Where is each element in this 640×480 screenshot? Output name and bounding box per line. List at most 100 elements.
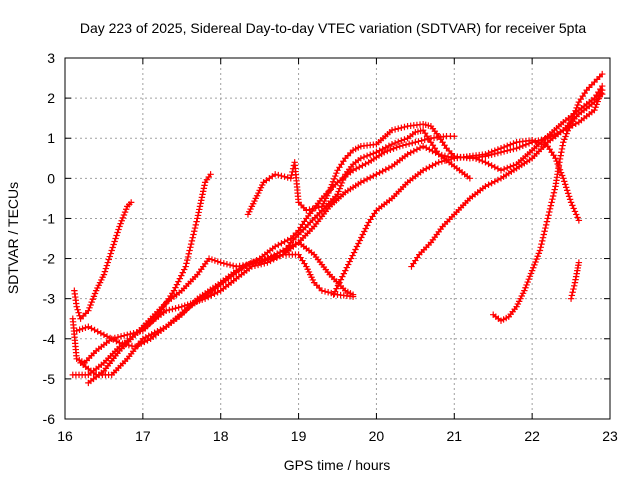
data-point [187, 240, 195, 248]
data-point [488, 148, 495, 156]
series-line [492, 73, 603, 322]
data-point [565, 193, 573, 200]
data-point [560, 175, 567, 182]
data-point [488, 179, 495, 187]
data-point [571, 208, 579, 215]
x-tick-label: 18 [213, 428, 229, 444]
data-point [116, 223, 123, 230]
data-point [119, 214, 127, 222]
data-point [333, 285, 340, 292]
data-point [109, 244, 116, 251]
data-point [568, 116, 576, 123]
data-point [362, 160, 369, 168]
data-point [122, 206, 130, 213]
data-point [349, 252, 356, 259]
data-point [328, 181, 336, 188]
data-point [74, 306, 81, 313]
data-point [426, 163, 433, 171]
data-point [444, 156, 452, 164]
series-group [69, 70, 606, 387]
data-point [494, 165, 502, 172]
data-point [362, 225, 369, 232]
data-point [103, 262, 111, 269]
data-point [407, 149, 414, 156]
data-point [309, 205, 316, 213]
data-point [510, 145, 517, 153]
data-point [472, 155, 480, 162]
data-point [91, 290, 99, 297]
data-point [510, 140, 517, 147]
data-point [111, 238, 118, 245]
data-point [485, 160, 492, 168]
data-point [363, 175, 371, 183]
data-point [208, 256, 216, 263]
y-tick-label: 2 [47, 90, 55, 106]
data-point [558, 172, 566, 179]
data-point [564, 190, 572, 197]
data-point [191, 228, 198, 235]
data-point [570, 205, 577, 212]
data-point [566, 196, 574, 203]
data-point [334, 191, 341, 198]
data-point [538, 240, 545, 248]
data-point [548, 199, 555, 206]
data-point [275, 171, 282, 179]
data-point [315, 204, 323, 211]
data-point [102, 265, 110, 272]
data-point [558, 149, 565, 156]
data-point [547, 202, 555, 209]
data-point [332, 172, 339, 180]
data-point [523, 281, 530, 289]
data-point [73, 303, 80, 310]
data-point [429, 162, 436, 169]
data-point [567, 118, 575, 126]
data-point [416, 144, 424, 152]
data-point [193, 218, 200, 225]
data-point [553, 157, 560, 165]
data-point [599, 82, 606, 90]
series-track-2 [69, 171, 214, 367]
data-point [124, 331, 131, 338]
series-track-12 [567, 259, 583, 302]
data-point [358, 234, 365, 241]
data-point [101, 268, 109, 275]
data-point [570, 282, 578, 290]
plot-frame [64, 57, 611, 420]
series-track-1 [71, 199, 135, 322]
data-point [522, 284, 529, 291]
data-point [363, 222, 371, 229]
chart-title: Day 223 of 2025, Sidereal Day-to-day VTE… [80, 20, 587, 36]
series-track-6 [85, 143, 474, 387]
data-point [560, 139, 567, 146]
data-point [184, 253, 192, 261]
y-tick-label: 1 [47, 130, 55, 146]
data-point [321, 288, 329, 295]
series-track-10 [408, 90, 606, 270]
y-tick-label: -1 [43, 210, 56, 226]
data-point [494, 146, 502, 153]
data-point [497, 167, 505, 174]
data-point [423, 165, 430, 172]
data-point [338, 179, 346, 187]
data-point [196, 203, 204, 210]
data-point [542, 221, 550, 229]
y-tick-label: 0 [47, 170, 55, 186]
data-point [438, 151, 446, 159]
data-point [539, 237, 546, 245]
data-point [89, 296, 97, 303]
data-point [184, 301, 191, 308]
data-point [497, 145, 505, 152]
series-line [410, 93, 603, 268]
data-point [187, 300, 194, 307]
data-point [281, 238, 288, 245]
data-point [544, 215, 551, 222]
series-line [332, 85, 603, 296]
data-point [562, 133, 569, 140]
data-point [356, 163, 363, 171]
data-point [361, 228, 368, 235]
data-point [104, 259, 112, 266]
data-point [379, 167, 386, 175]
data-point [570, 285, 577, 293]
data-point [381, 149, 388, 156]
data-point [530, 264, 537, 271]
